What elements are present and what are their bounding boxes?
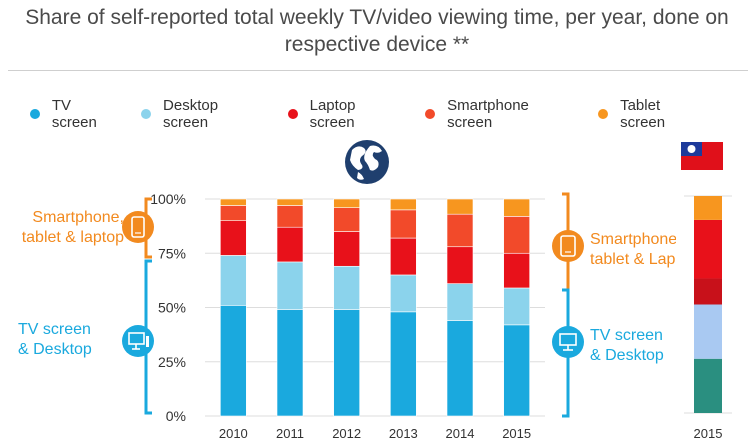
taiwan-segment-desktop-screen — [694, 304, 722, 359]
y-tick-label: 50% — [158, 300, 186, 316]
bar-segment-smartphone-screen — [503, 216, 530, 254]
legend-swatch — [287, 109, 298, 119]
legend-label: Desktop screen — [163, 97, 219, 131]
y-tick-label: 75% — [158, 245, 186, 261]
annotation-left-bottom: TV screen & Desktop — [18, 321, 92, 358]
title-divider — [8, 70, 748, 71]
legend-swatch — [30, 109, 40, 119]
x-tick-label: 2013 — [389, 426, 418, 441]
legend-label: Smartphone screen — [447, 97, 529, 131]
bar-segment-laptop-screen — [333, 231, 360, 267]
bar-segment-tablet-screen — [446, 198, 474, 215]
bar-segment-tablet-screen — [220, 198, 247, 206]
bar-segment-laptop-screen — [446, 246, 474, 284]
bar-segment-laptop-screen — [390, 237, 417, 276]
desktop-icon — [122, 325, 154, 357]
taiwan-flag-icon — [681, 142, 723, 170]
legend-item-smartphone: Smartphone screen — [425, 97, 576, 131]
bar-segment-desktop-screen — [446, 283, 474, 321]
legend-label: TV screen — [51, 97, 97, 131]
bars-main — [220, 198, 530, 417]
right-brackets — [562, 192, 570, 418]
bars-taiwan: 2015 — [684, 195, 732, 441]
y-tick-label: 25% — [158, 354, 186, 370]
bar-segment-smartphone-screen — [446, 213, 474, 248]
legend-label: Laptop screen — [309, 97, 356, 131]
x-tick-label: 2011 — [276, 426, 304, 441]
bar-segment-smartphone-screen — [220, 205, 247, 221]
bar-segment-desktop-screen — [220, 255, 247, 306]
taiwan-segment-smartphone-screen — [694, 219, 722, 279]
taiwan-segment-tablet-screen — [694, 196, 722, 220]
y-tick-label: 100% — [150, 191, 186, 207]
legend-item-laptop: Laptop screen — [287, 97, 404, 131]
bar-segment-tablet-screen — [276, 198, 304, 206]
taiwan-x-label: 2015 — [694, 426, 723, 441]
bar-segment-desktop-screen — [503, 287, 530, 326]
taiwan-segment-tv-screen — [694, 358, 722, 413]
x-tick-label: 2012 — [332, 426, 361, 441]
x-tick-label: 2015 — [502, 426, 531, 441]
smartphone-icon — [122, 211, 154, 243]
bar-segment-tv-screen — [333, 309, 360, 417]
bar-segment-tv-screen — [220, 305, 247, 417]
bar-segment-tv-screen — [503, 324, 530, 417]
bar-segment-smartphone-screen — [333, 207, 360, 232]
legend-label: Tablet screen — [620, 97, 666, 131]
bar-segment-smartphone-screen — [390, 209, 417, 239]
bar-segment-tv-screen — [390, 311, 417, 417]
bar-segment-tablet-screen — [390, 198, 417, 211]
legend-item-desktop: Desktop screen — [141, 97, 266, 131]
bar-segment-tablet-screen — [503, 198, 530, 217]
chart-title: Share of self-reported total weekly TV/v… — [0, 4, 754, 58]
x-tick-label: 2010 — [219, 426, 248, 441]
tablet-icon — [552, 230, 584, 262]
bar-segment-smartphone-screen — [276, 205, 304, 228]
bar-segment-desktop-screen — [333, 265, 360, 310]
legend-swatch — [425, 109, 436, 119]
bar-segment-desktop-screen — [276, 261, 304, 310]
y-tick-label: 0% — [166, 408, 186, 424]
x-axis: 2010 2011 2012 2013 2014 2015 — [219, 426, 531, 441]
bar-segment-desktop-screen — [390, 274, 417, 313]
bar-segment-laptop-screen — [503, 252, 530, 289]
legend: TV screen Desktop screen Laptop screen S… — [30, 97, 730, 131]
annotation-right-bottom: TV screen & Desktop — [590, 327, 664, 364]
bar-segment-laptop-screen — [220, 220, 247, 256]
legend-item-tv: TV screen — [30, 97, 119, 131]
bar-segment-tablet-screen — [333, 198, 360, 208]
monitor-icon — [552, 326, 584, 358]
bar-segment-laptop-screen — [276, 226, 304, 263]
legend-swatch — [598, 109, 609, 119]
globe-icon — [345, 140, 389, 184]
annotation-left-top: Smartphone, tablet & laptop — [21, 209, 124, 246]
legend-swatch — [141, 109, 152, 119]
chart-title-text: Share of self-reported total weekly TV/v… — [25, 6, 729, 56]
taiwan-segment-laptop-screen — [694, 278, 722, 305]
y-axis: 0% 25% 50% 75% 100% — [150, 191, 545, 424]
x-tick-label: 2014 — [446, 426, 475, 441]
bar-segment-tv-screen — [276, 309, 304, 417]
bar-segment-tv-screen — [446, 320, 474, 417]
legend-item-tablet: Tablet screen — [598, 97, 708, 131]
annotation-right-top: Smartphone tablet & Lap — [590, 231, 676, 268]
